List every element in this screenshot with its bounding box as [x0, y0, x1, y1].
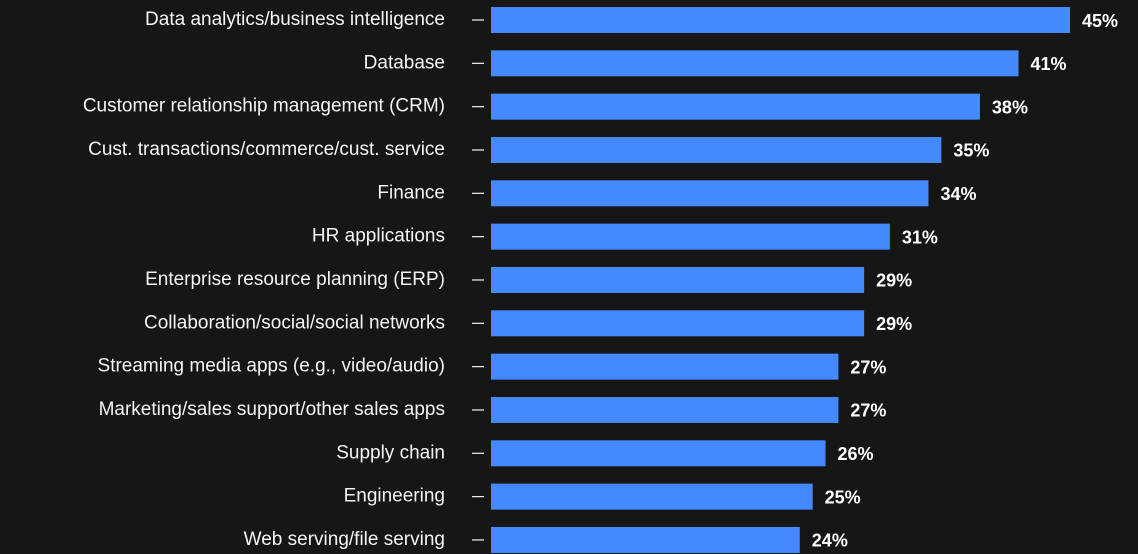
category-label: Cust. transactions/commerce/cust. servic… [88, 139, 445, 160]
bar [491, 266, 865, 293]
bar [491, 7, 1070, 33]
category-label: Customer relationship management (CRM) [83, 96, 445, 117]
value-label: 41% [1031, 54, 1067, 74]
category-label: Marketing/sales support/other sales apps [99, 399, 445, 420]
bar [491, 223, 890, 250]
category-label: Supply chain [336, 442, 445, 463]
bar [491, 396, 839, 423]
value-label: 31% [902, 227, 938, 247]
value-label: 27% [850, 357, 886, 377]
value-label: 45% [1082, 11, 1118, 31]
bar [491, 440, 826, 467]
category-label: Enterprise resource planning (ERP) [145, 269, 445, 290]
value-label: 38% [992, 97, 1028, 117]
category-label: Engineering [344, 486, 445, 507]
value-label: 27% [850, 401, 886, 421]
bar [491, 526, 800, 553]
category-label: Collaboration/social/social networks [144, 312, 445, 333]
value-label: 29% [876, 314, 912, 334]
category-label: Data analytics/business intelligence [145, 9, 445, 30]
bar [491, 136, 942, 163]
value-label: 29% [876, 271, 912, 291]
category-label: Streaming media apps (e.g., video/audio) [98, 356, 445, 377]
value-label: 26% [838, 444, 874, 464]
bar [491, 353, 839, 380]
category-label: Web serving/file serving [244, 529, 445, 550]
value-label: 25% [825, 487, 861, 507]
bar [491, 310, 865, 337]
bar [491, 50, 1019, 77]
value-label: 24% [812, 531, 848, 551]
value-label: 34% [940, 184, 976, 204]
bar [491, 180, 929, 207]
category-label: Database [364, 52, 445, 73]
value-label: 35% [953, 141, 989, 161]
bar [491, 93, 980, 120]
category-label: Finance [377, 182, 445, 203]
category-label: HR applications [312, 226, 445, 247]
bar [491, 483, 813, 510]
